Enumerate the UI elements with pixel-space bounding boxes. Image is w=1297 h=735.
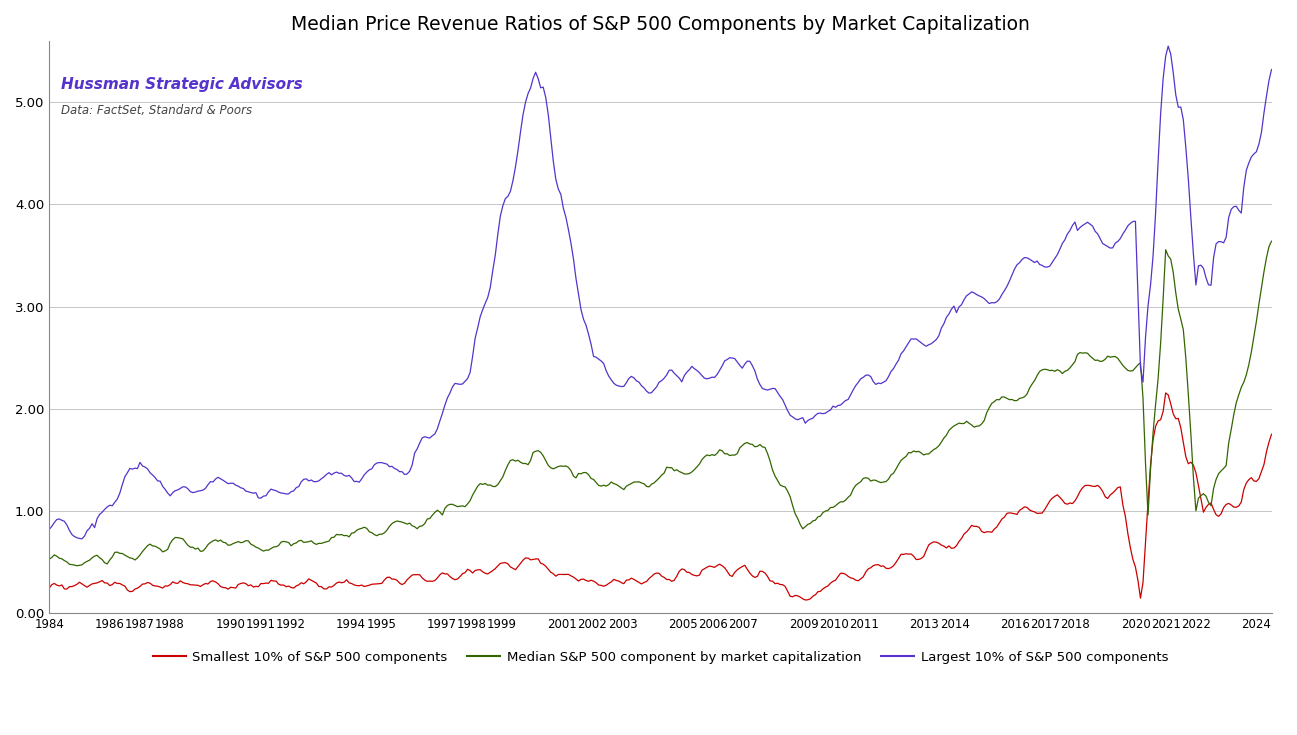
Smallest 10% of S&P 500 components [266, 576, 281, 585]
Text: Data: FactSet, Standard & Poors: Data: FactSet, Standard & Poors [61, 104, 253, 118]
Median S&P 500 component by market capitalization [370, 531, 385, 540]
Median S&P 500 component by market capitalization [276, 537, 292, 546]
Legend: Smallest 10% of S&P 500 components, Median S&P 500 component by market capitaliz: Smallest 10% of S&P 500 components, Medi… [148, 645, 1174, 669]
Largest 10% of S&P 500 components [1263, 65, 1279, 74]
Largest 10% of S&P 500 components [677, 371, 693, 380]
Text: Hussman Strategic Advisors: Hussman Strategic Advisors [61, 77, 303, 92]
Title: Median Price Revenue Ratios of S&P 500 Components by Market Capitalization: Median Price Revenue Ratios of S&P 500 C… [291, 15, 1030, 34]
Smallest 10% of S&P 500 components [367, 580, 383, 589]
Smallest 10% of S&P 500 components [798, 595, 813, 604]
Largest 10% of S&P 500 components [42, 525, 57, 534]
Smallest 10% of S&P 500 components [1263, 430, 1279, 439]
Median S&P 500 component by market capitalization [42, 555, 57, 564]
Line: Smallest 10% of S&P 500 components: Smallest 10% of S&P 500 components [49, 393, 1271, 600]
Smallest 10% of S&P 500 components [268, 577, 284, 586]
Median S&P 500 component by market capitalization [268, 542, 284, 551]
Line: Median S&P 500 component by market capitalization: Median S&P 500 component by market capit… [49, 241, 1271, 566]
Smallest 10% of S&P 500 components [328, 578, 344, 587]
Smallest 10% of S&P 500 components [674, 564, 690, 573]
Largest 10% of S&P 500 components [276, 489, 292, 498]
Largest 10% of S&P 500 components [1161, 42, 1176, 51]
Median S&P 500 component by market capitalization [1263, 237, 1279, 245]
Largest 10% of S&P 500 components [331, 469, 346, 478]
Median S&P 500 component by market capitalization [271, 541, 287, 550]
Smallest 10% of S&P 500 components [274, 581, 289, 589]
Smallest 10% of S&P 500 components [1158, 389, 1174, 398]
Largest 10% of S&P 500 components [74, 534, 89, 543]
Median S&P 500 component by market capitalization [331, 531, 346, 539]
Line: Largest 10% of S&P 500 components: Largest 10% of S&P 500 components [49, 46, 1271, 539]
Median S&P 500 component by market capitalization [69, 562, 84, 570]
Smallest 10% of S&P 500 components [42, 584, 57, 592]
Largest 10% of S&P 500 components [268, 487, 284, 495]
Median S&P 500 component by market capitalization [677, 470, 693, 478]
Largest 10% of S&P 500 components [271, 488, 287, 497]
Largest 10% of S&P 500 components [370, 459, 385, 467]
